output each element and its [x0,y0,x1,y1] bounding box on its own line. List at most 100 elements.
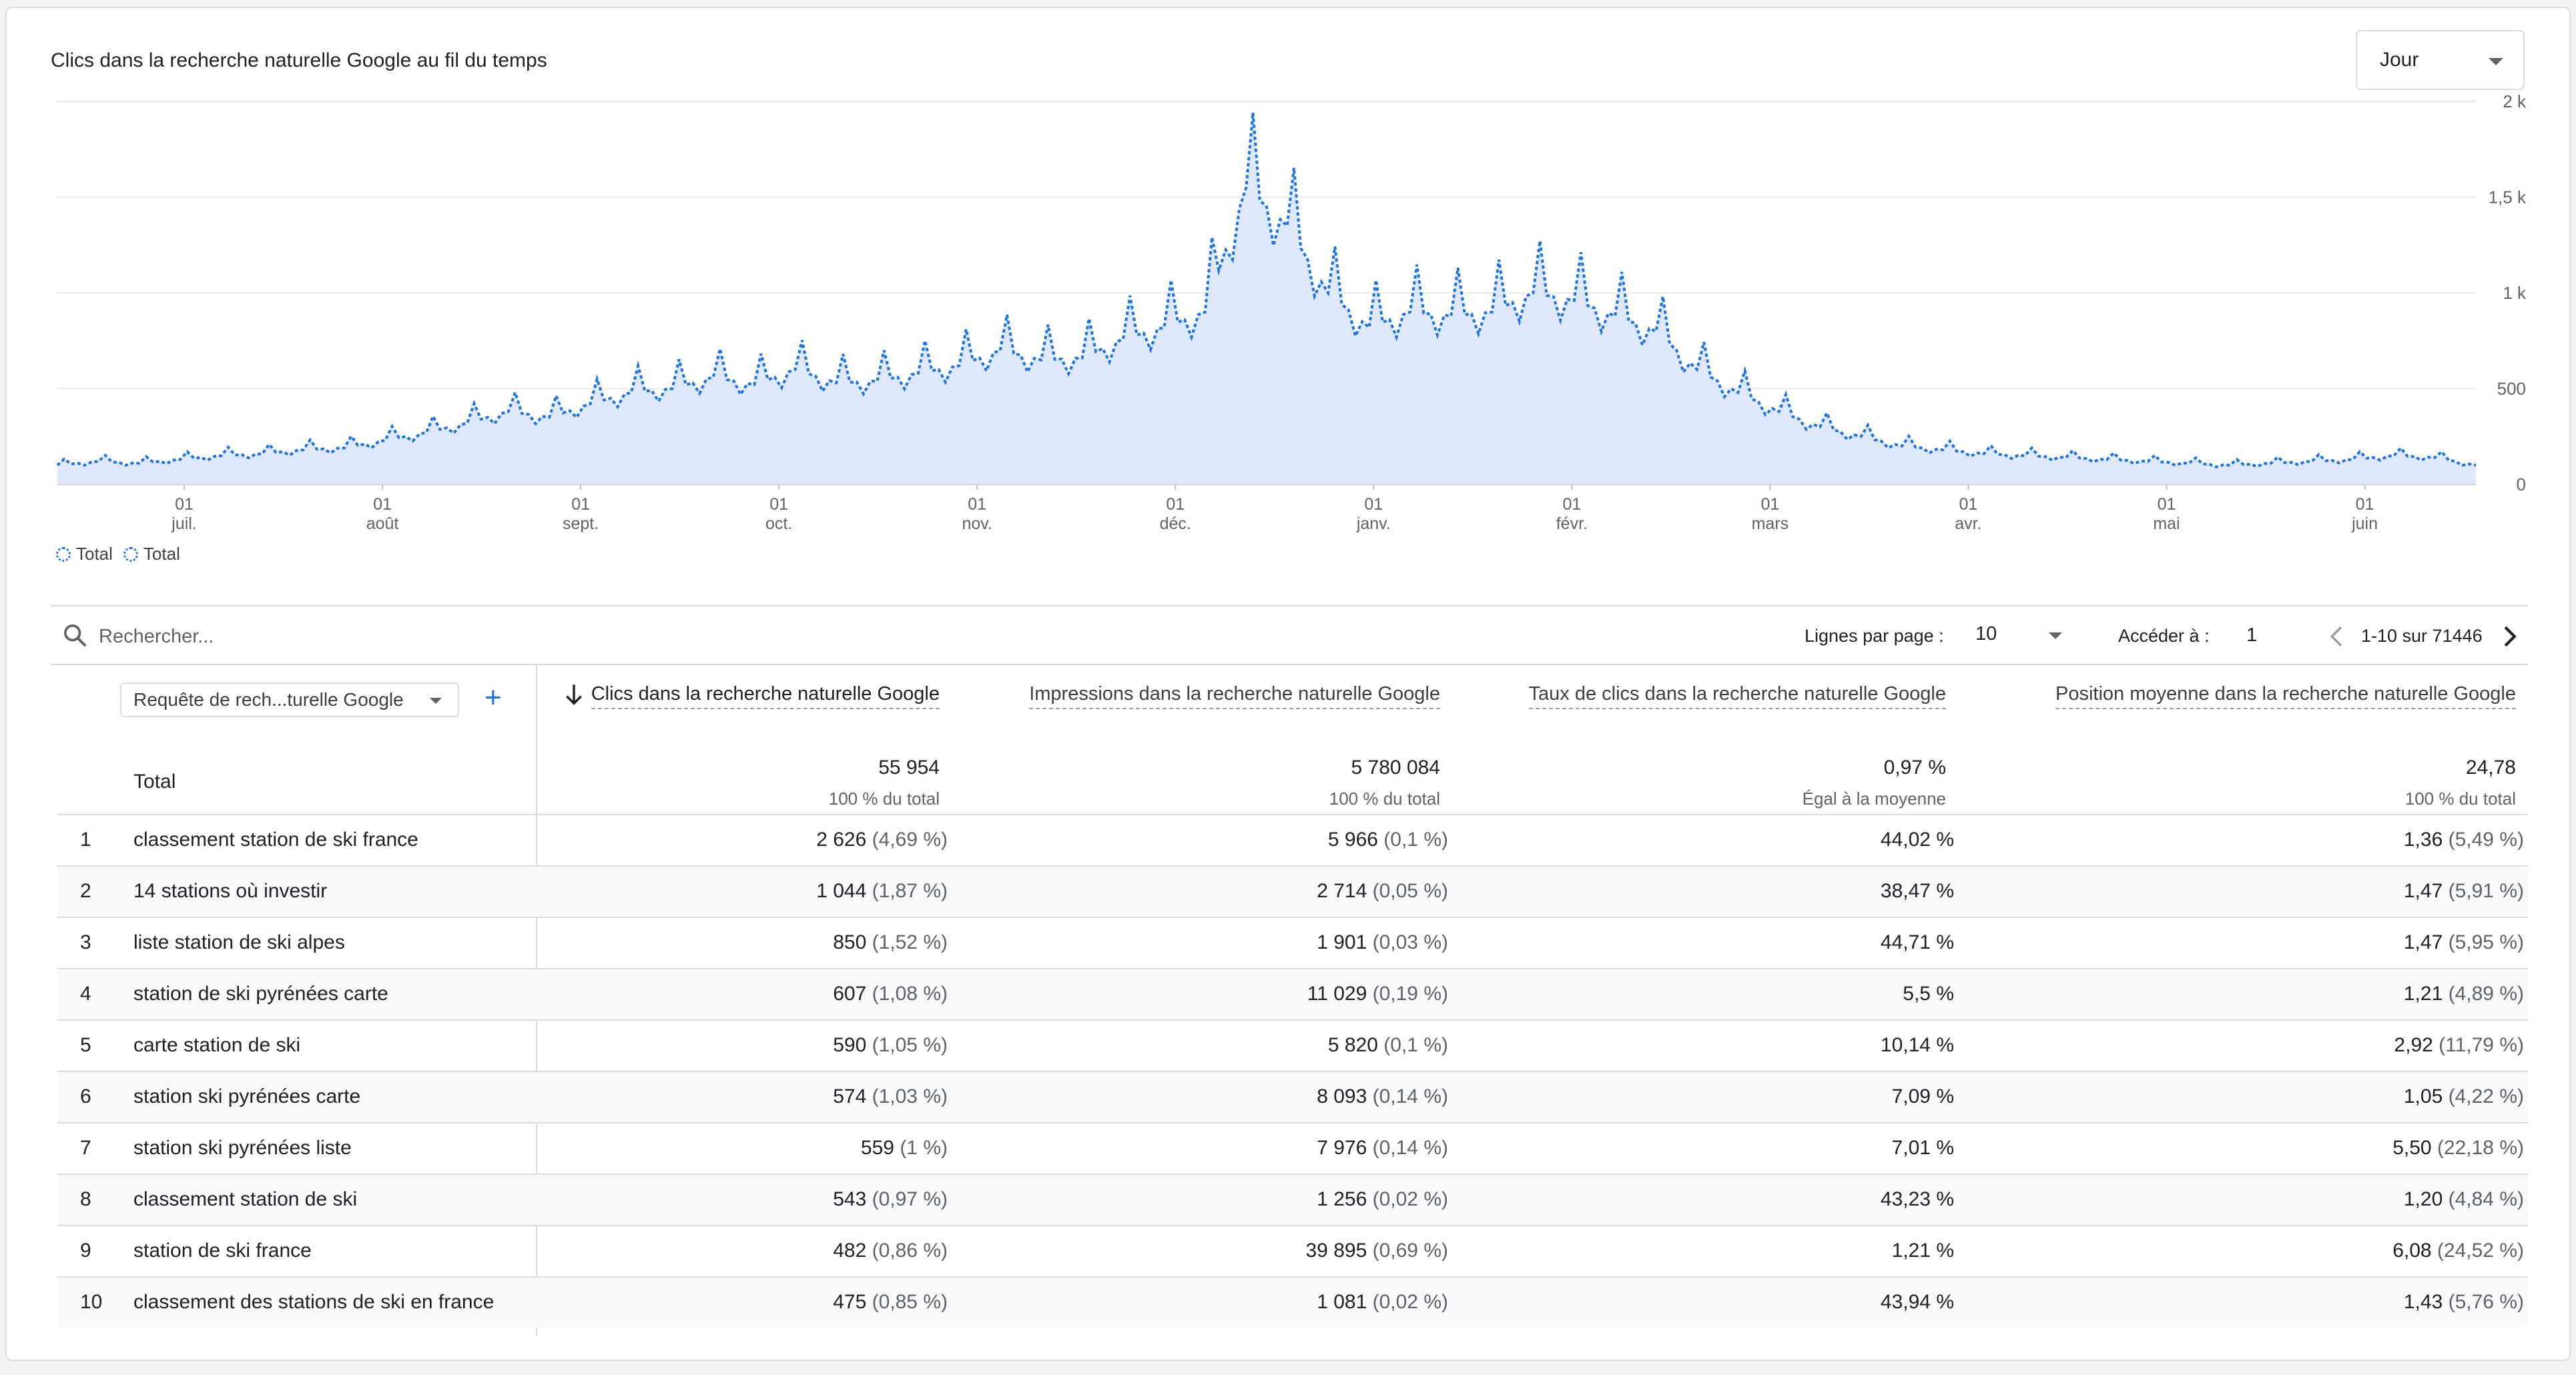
chevron-left-icon[interactable] [2325,622,2348,651]
legend-item[interactable]: Total [56,544,113,564]
table-row[interactable]: 6 station ski pyrénées carte 574 (1,03 %… [57,1071,2528,1122]
legend-dotted-circle-icon [56,546,71,562]
series-line [56,112,2477,469]
total-clicks-share: 100 % du total [828,789,940,809]
row-position: 1,21 (4,89 %) [2403,983,2524,1005]
y-tick-label: 1 k [2503,283,2527,303]
row-impressions: 5 966 (0,1 %) [1327,829,1448,851]
granularity-select[interactable]: Jour [2356,30,2525,90]
row-query: station ski pyrénées liste [133,1137,352,1159]
x-tick-month: nov. [962,514,992,533]
goto-page-input[interactable]: 1 [2246,624,2258,646]
dimension-select-label: Requête de rech...turelle Google [133,689,404,710]
column-header-position[interactable]: Position moyenne dans la recherche natur… [2055,683,2516,709]
row-impressions: 39 895 (0,69 %) [1305,1240,1449,1262]
table-row[interactable]: 10 classement des stations de ski en fra… [57,1276,2528,1328]
x-tick-day: 01 [1562,495,1581,514]
x-tick-day: 01 [175,495,194,514]
search-input[interactable] [99,620,699,652]
column-header-clicks[interactable]: Clics dans la recherche naturelle Google [591,683,940,709]
x-tick-month: juil. [171,514,197,533]
divider [51,664,2528,665]
add-dimension-button[interactable]: + [485,681,502,714]
total-clicks: 55 954 [878,757,940,779]
table-row[interactable]: 2 14 stations où investir 1 044 (1,87 %)… [57,865,2528,917]
total-position: 24,78 [2465,757,2516,779]
row-query: station de ski pyrénées carte [133,983,388,1005]
row-query: carte station de ski [133,1034,301,1056]
x-tick-month: mai [2153,514,2180,533]
row-index: 7 [80,1137,91,1159]
row-index: 10 [80,1291,103,1313]
row-impressions: 7 976 (0,14 %) [1317,1137,1448,1159]
y-tick-label: 500 [2497,379,2526,399]
column-header-impressions[interactable]: Impressions dans la recherche naturelle … [1029,683,1440,709]
row-index: 2 [80,880,91,902]
granularity-value: Jour [2380,49,2419,71]
caret-down-icon [2049,632,2062,639]
x-tick-month: janv. [1356,514,1391,533]
x-tick-day: 01 [1364,495,1383,514]
dimension-select[interactable]: Requête de rech...turelle Google [120,682,459,717]
y-tick-label: 0 [2517,474,2526,494]
row-clicks: 850 (1,52 %) [833,931,948,953]
row-query: classement station de ski [133,1188,358,1210]
rows-per-page-select[interactable]: 10 [1975,623,2062,650]
row-clicks: 574 (1,03 %) [833,1085,948,1107]
column-header-ctr[interactable]: Taux de clics dans la recherche naturell… [1528,683,1946,709]
row-ctr: 7,09 % [1891,1085,1954,1107]
x-tick-day: 01 [2158,495,2176,514]
table-row[interactable]: 7 station ski pyrénées liste 559 (1 %) 7… [57,1122,2528,1174]
caret-down-icon [2489,58,2503,65]
page-range: 1-10 sur 71446 [2361,626,2483,646]
y-tick-label: 1,5 k [2489,187,2527,207]
series-area [57,112,2476,485]
row-position: 6,08 (24,52 %) [2392,1240,2524,1262]
row-impressions: 11 029 (0,19 %) [1307,983,1448,1005]
chart-legend: Total Total [56,544,180,564]
total-ctr-share: Égal à la moyenne [1802,789,1946,809]
x-tick-day: 01 [1959,495,1978,514]
row-clicks: 2 626 (4,69 %) [816,829,948,851]
legend-dotted-circle-icon [123,546,138,562]
row-clicks: 590 (1,05 %) [833,1034,948,1056]
row-query: station ski pyrénées carte [133,1085,361,1107]
row-index: 5 [80,1034,91,1056]
divider [51,605,2528,606]
row-query: 14 stations où investir [133,880,328,902]
row-index: 3 [80,931,91,953]
x-tick-day: 01 [1166,495,1185,514]
row-impressions: 1 081 (0,02 %) [1317,1291,1448,1313]
table-row[interactable]: 5 carte station de ski 590 (1,05 %) 5 82… [57,1019,2528,1071]
table-row[interactable]: 3 liste station de ski alpes 850 (1,52 %… [57,917,2528,968]
row-index: 6 [80,1085,91,1107]
legend-item[interactable]: Total [123,544,180,564]
row-impressions: 1 901 (0,03 %) [1317,931,1448,953]
row-clicks: 1 044 (1,87 %) [816,880,948,902]
table-row[interactable]: 4 station de ski pyrénées carte 607 (1,0… [57,968,2528,1019]
table-row[interactable]: 1 classement station de ski france 2 626… [57,814,2528,865]
y-tick-label: 2 k [2503,91,2527,111]
rows-per-page-label: Lignes par page : [1805,626,1944,646]
row-impressions: 2 714 (0,05 %) [1317,880,1448,902]
row-clicks: 607 (1,08 %) [833,983,948,1005]
row-index: 8 [80,1188,91,1210]
row-impressions: 8 093 (0,14 %) [1317,1085,1448,1107]
row-query: classement des stations de ski en france [133,1291,495,1313]
row-ctr: 43,23 % [1880,1188,1954,1210]
x-tick-month: sept. [563,514,599,533]
sort-descending-icon[interactable] [563,682,585,707]
row-clicks: 482 (0,86 %) [833,1240,948,1262]
chevron-right-icon[interactable] [2499,622,2521,651]
rows-per-page-value: 10 [1975,623,1997,644]
row-ctr: 5,5 % [1903,983,1954,1005]
row-position: 1,20 (4,84 %) [2403,1188,2524,1210]
row-index: 9 [80,1240,91,1262]
table-row[interactable]: 8 classement station de ski 543 (0,97 %)… [57,1174,2528,1225]
row-clicks: 475 (0,85 %) [833,1291,948,1313]
table-row[interactable]: 9 station de ski france 482 (0,86 %) 39 … [57,1225,2528,1276]
x-tick-day: 01 [769,495,788,514]
row-ctr: 43,94 % [1880,1291,1954,1313]
x-tick-day: 01 [968,495,986,514]
